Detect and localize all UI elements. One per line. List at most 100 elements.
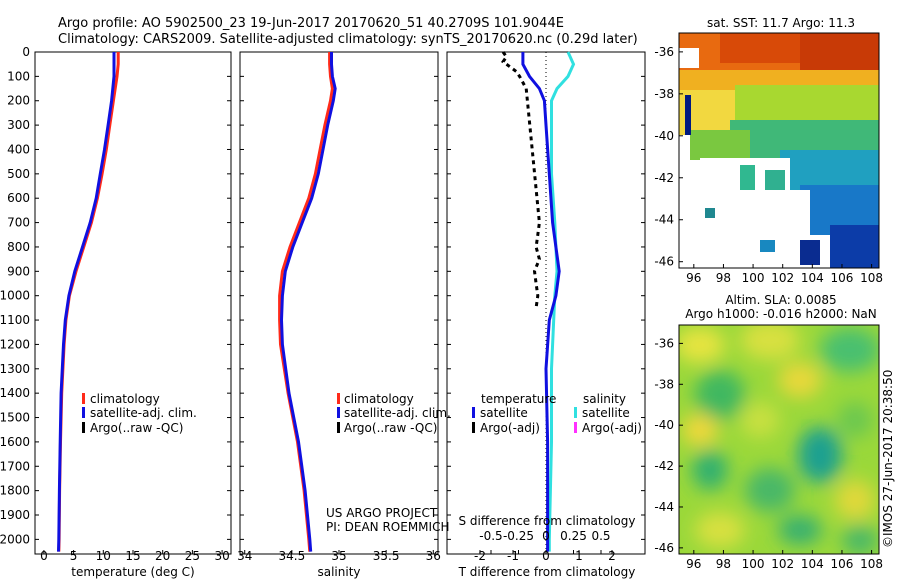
depth-tick-label: 1400 bbox=[0, 386, 30, 400]
x-tick-label: 35.5 bbox=[373, 549, 400, 563]
sst-map-image bbox=[679, 33, 879, 268]
x-tick-label: 20 bbox=[155, 549, 170, 563]
temp-x-ticks: 0 5 10 15 20 25 30 bbox=[40, 549, 230, 563]
map-x-tick: 102 bbox=[771, 271, 794, 285]
legend-swatch-argo bbox=[82, 422, 85, 433]
x-tick-label: 35 bbox=[331, 549, 346, 563]
x-tick-label: 10 bbox=[96, 549, 111, 563]
x-tick-label: 34 bbox=[237, 549, 252, 563]
sal-x-ticks: 34 34.5 35 35.5 36 bbox=[237, 549, 441, 563]
map-y-tick: -40 bbox=[654, 418, 674, 432]
x-tick-label: -2 bbox=[474, 549, 486, 563]
x-tick-label: 1 bbox=[575, 549, 583, 563]
legend-swatch-t-argo bbox=[472, 422, 475, 433]
map-y-tick: -40 bbox=[654, 129, 674, 143]
map-y-tick: -46 bbox=[654, 541, 674, 555]
diff-t-ticks: -2 -1 0 1 2 bbox=[474, 549, 616, 563]
map-y-tick: -38 bbox=[654, 87, 674, 101]
legend-label: satellite bbox=[480, 406, 528, 420]
series-line bbox=[57, 52, 116, 552]
sla-map-title1: Altim. SLA: 0.0085 bbox=[725, 293, 836, 307]
x-tick-label: 0.5 bbox=[591, 529, 610, 543]
x-tick-label: 2 bbox=[608, 549, 616, 563]
map-x-tick: 98 bbox=[716, 271, 731, 285]
map-x-tick: 106 bbox=[831, 557, 854, 571]
legend-swatch-sat bbox=[82, 407, 85, 418]
map-x-tick: 100 bbox=[742, 271, 765, 285]
legend-label: Argo(..raw -QC) bbox=[344, 421, 437, 435]
legend-label: Argo(-adj) bbox=[480, 421, 540, 435]
sst-map-title: sat. SST: 11.7 Argo: 11.3 bbox=[707, 16, 855, 30]
x-tick-label: 0 bbox=[40, 549, 48, 563]
sal-profile-lines bbox=[278, 52, 337, 552]
legend-label: satellite-adj. clim. bbox=[344, 406, 451, 420]
depth-tick-label: 1500 bbox=[0, 411, 30, 425]
x-tick-label: 30 bbox=[214, 549, 229, 563]
x-tick-label: 34.5 bbox=[278, 549, 305, 563]
sal-panel-frame bbox=[239, 51, 439, 555]
series-line bbox=[278, 52, 334, 552]
legend-swatch-argo bbox=[337, 422, 340, 433]
x-tick-label: 0 bbox=[542, 549, 550, 563]
legend-label: Argo(..raw -QC) bbox=[90, 421, 183, 435]
x-tick-label: -1 bbox=[507, 549, 519, 563]
legend-label: Argo(-adj) bbox=[582, 421, 642, 435]
header-line1: Argo profile: AO 5902500_23 19-Jun-2017 … bbox=[58, 16, 564, 31]
series-line bbox=[279, 52, 337, 552]
depth-tick-label: 200 bbox=[7, 94, 30, 108]
legend-swatch-sat bbox=[337, 407, 340, 418]
depth-tick-label: 300 bbox=[7, 118, 30, 132]
series-line bbox=[547, 51, 576, 552]
map-y-tick: -42 bbox=[654, 171, 674, 185]
depth-tick-label: 600 bbox=[7, 191, 30, 205]
x-tick-label: -0.25 bbox=[503, 529, 534, 543]
depth-tick-label: 2000 bbox=[0, 532, 30, 546]
map-x-tick: 96 bbox=[686, 557, 701, 571]
legend-label: climatology bbox=[344, 392, 414, 406]
diff-profile-lines bbox=[501, 51, 576, 554]
depth-tick-label: 800 bbox=[7, 240, 30, 254]
temp-xlabel: temperature (deg C) bbox=[71, 565, 194, 579]
x-tick-label: 5 bbox=[70, 549, 78, 563]
x-tick-label: -0.5 bbox=[479, 529, 502, 543]
x-tick-label: 15 bbox=[125, 549, 140, 563]
legend-title-temp: temperature bbox=[481, 392, 556, 406]
x-tick-label: 25 bbox=[185, 549, 200, 563]
map-x-tick: 108 bbox=[860, 557, 883, 571]
map-x-tick: 104 bbox=[801, 557, 824, 571]
map-y-tick: -46 bbox=[654, 255, 674, 269]
sla-map-ticks: -36 -38 -40 -42 -44 -46 96 98 100 102 104 106 108 bbox=[654, 336, 883, 571]
diff-xlabel: T difference from climatology bbox=[458, 565, 636, 579]
series-line bbox=[501, 51, 541, 309]
imos-credit: ©IMOS 27-Jun-2017 20:38:50 bbox=[881, 370, 895, 548]
legend-swatch-clim bbox=[82, 393, 85, 404]
depth-tick-label: 1800 bbox=[0, 484, 30, 498]
depth-tick-label: 1100 bbox=[0, 313, 30, 327]
sla-map-frame bbox=[678, 324, 880, 555]
temp-profile-lines bbox=[57, 52, 120, 552]
diff-s-label: S difference from climatology bbox=[459, 514, 636, 528]
legend-swatch-clim bbox=[337, 393, 340, 404]
depth-tick-label: 400 bbox=[7, 142, 30, 156]
sla-map-title2: Argo h1000: -0.016 h2000: NaN bbox=[685, 307, 877, 321]
depth-axis: 0 100 200 300 400 500 600 700 800 900 1000 1100 1200… bbox=[0, 45, 645, 546]
map-x-tick: 100 bbox=[742, 557, 765, 571]
depth-tick-label: 1200 bbox=[0, 337, 30, 351]
depth-tick-label: 1700 bbox=[0, 459, 30, 473]
depth-tick-label: 1600 bbox=[0, 435, 30, 449]
map-x-tick: 104 bbox=[801, 271, 824, 285]
map-x-tick: 106 bbox=[831, 271, 854, 285]
legend-swatch-t-sat bbox=[472, 407, 475, 418]
map-y-tick: -44 bbox=[654, 500, 674, 514]
legend-swatch-s-sat bbox=[574, 407, 577, 418]
map-x-tick: 98 bbox=[716, 557, 731, 571]
depth-tick-label: 1900 bbox=[0, 508, 30, 522]
sal-legend: climatology satellite-adj. clim. Argo(..… bbox=[337, 392, 451, 435]
depth-tick-label: 0 bbox=[22, 45, 30, 59]
map-x-tick: 102 bbox=[771, 557, 794, 571]
map-y-tick: -44 bbox=[654, 213, 674, 227]
sst-map-frame bbox=[678, 32, 880, 269]
diff-legend: temperature salinity satellite Argo(-adj… bbox=[472, 392, 642, 435]
depth-tick-label: 900 bbox=[7, 264, 30, 278]
